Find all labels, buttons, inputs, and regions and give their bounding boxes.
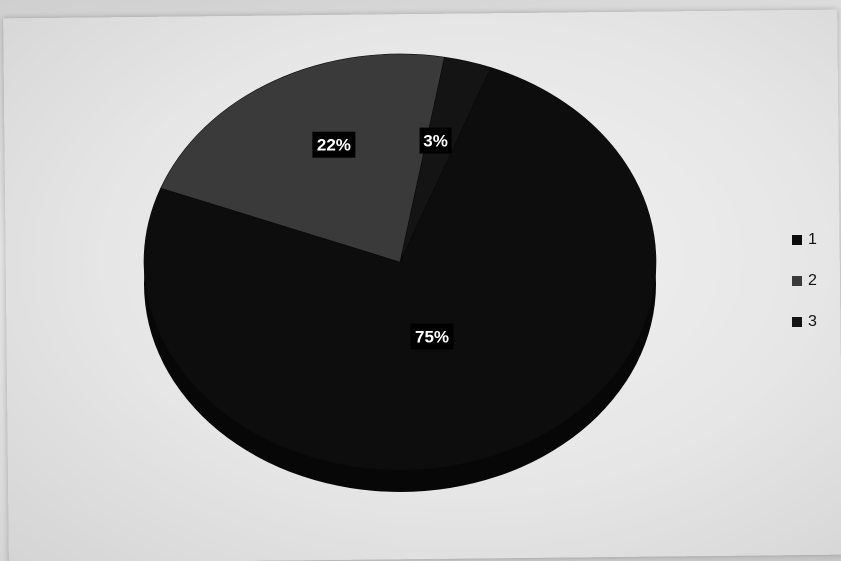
pie-data-labels: 3% 75% 22%: [312, 127, 454, 350]
legend-item-2: 2: [792, 271, 837, 291]
data-label-3: 3%: [423, 132, 448, 151]
legend-label-3: 3: [808, 313, 817, 330]
legend-label-2: 2: [808, 272, 817, 289]
pie-slice-1: [143, 67, 657, 471]
legend-swatch-1: [792, 235, 802, 245]
legend-item-3: 3: [792, 312, 837, 332]
pie-slice-2: [160, 53, 445, 263]
legend-label-1: 1: [808, 231, 817, 248]
chart-legend: 1 2 3: [792, 230, 837, 353]
data-label-1: 75%: [415, 328, 449, 347]
data-label-2: 22%: [317, 136, 351, 155]
data-label-bg-2: [312, 131, 356, 158]
pie-slices: [143, 53, 657, 471]
data-label-bg-3: [419, 127, 452, 154]
legend-item-1: 1: [792, 230, 837, 250]
legend-swatch-2: [792, 276, 802, 286]
legend-swatch-3: [792, 317, 802, 327]
data-label-bg-1: [410, 323, 454, 350]
